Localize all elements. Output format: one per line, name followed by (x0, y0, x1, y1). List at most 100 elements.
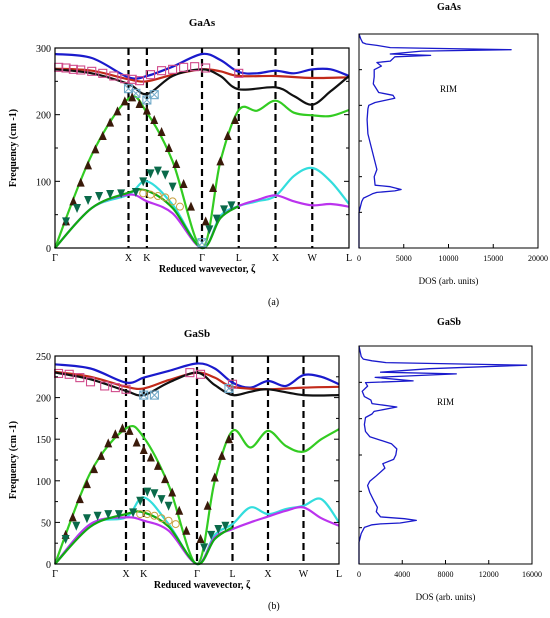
data-point-square-0-3 (85, 377, 96, 387)
dispersion-branch-3 (53, 424, 340, 566)
data-point-triangle-down-3-6 (131, 188, 140, 197)
y-tick-label: 50 (41, 518, 51, 529)
data-point-circle-4-4 (168, 197, 177, 206)
data-point-square-0-13 (179, 62, 189, 72)
data-point-triangle-down-3-6 (129, 508, 138, 518)
data-point-triangle-down-3-0 (61, 535, 70, 545)
data-point-triangle-down-3-8 (146, 169, 155, 179)
data-point-triangle-down-3-0 (62, 217, 71, 227)
x-tick-label: X (264, 569, 272, 580)
x-tick-label: L (229, 569, 235, 580)
data-point-triangle-down-3-14 (214, 525, 223, 535)
data-point-crossbox-1-0 (139, 390, 149, 400)
data-point-triangle-up-2-12 (150, 115, 159, 124)
x-tick-label: X (122, 569, 130, 580)
data-point-square-0-1 (61, 63, 71, 73)
data-point-triangle-down-3-11 (168, 182, 177, 192)
data-point-crossbox-x-1-1 (150, 390, 159, 400)
dispersion-branch-6 (54, 510, 234, 566)
data-point-triangle-down-3-9 (150, 489, 159, 499)
data-point-triangle-down-3-13 (207, 530, 216, 540)
data-point-triangle-down-3-4 (104, 510, 113, 520)
data-point-circle-4-2 (150, 511, 159, 520)
x-tick-label: 12000 (479, 570, 499, 579)
data-point-triangle-up-2-22 (231, 115, 240, 124)
data-point-square-0-1 (64, 369, 74, 379)
data-point-triangle-up-2-14 (161, 474, 170, 484)
data-point-triangle-down-3-15 (227, 201, 236, 211)
x-axis-label: DOS (arb. units) (419, 276, 479, 286)
data-point-triangle-up-2-2 (75, 494, 84, 504)
data-point-triangle-up-2-3 (82, 479, 91, 489)
data-point-triangle-up-2-6 (106, 117, 115, 127)
x-tick-label: 8000 (438, 570, 454, 579)
data-point-triangle-down-3-1 (72, 521, 81, 531)
dispersion-branch-0 (54, 362, 340, 389)
data-point-circle-4-3 (161, 193, 170, 202)
data-point-square-0-14 (190, 62, 200, 72)
y-tick-label: 300 (36, 44, 51, 55)
data-point-triangle-up-2-4 (90, 464, 99, 474)
chart-panel-3: GaSb 0 4000 8000 12000 16000 DOS (arb. units) R… (357, 317, 542, 602)
x-tick-label: Γ (199, 253, 205, 264)
y-axis-label: Frequency (cm -1) (8, 109, 19, 187)
rim-annotation: RIM (440, 84, 457, 94)
data-point-square-0-5 (98, 68, 108, 78)
data-point-triangle-down-3-12 (200, 543, 209, 553)
data-point-triangle-up-2-12 (146, 452, 155, 462)
data-point-square-0-8 (127, 74, 137, 84)
y-tick-label: 150 (36, 435, 51, 446)
x-tick-label: X (125, 253, 133, 264)
data-point-triangle-up-2-19 (203, 500, 212, 510)
data-point-square-0-11 (157, 66, 167, 76)
data-point-square-0-16 (234, 68, 244, 78)
data-point-triangle-up-2-3 (84, 160, 93, 170)
data-point-triangle-up-2-9 (125, 425, 134, 435)
data-point-crossbox-1-1 (149, 390, 159, 400)
data-point-triangle-up-2-11 (139, 445, 148, 455)
x-tick-label: L (346, 253, 352, 264)
data-point-triangle-down-3-5 (114, 510, 123, 520)
dispersion-branch-4 (54, 166, 350, 250)
data-point-triangle-up-2-20 (210, 472, 219, 482)
data-point-crossbox-1-0 (123, 84, 134, 94)
data-point-triangle-down-3-10 (161, 170, 170, 180)
chart-title: GaAs (189, 17, 216, 29)
data-point-crossbox-1-2 (224, 383, 234, 393)
x-tick-label: W (299, 569, 309, 580)
x-tick-label: X (272, 253, 280, 264)
x-tick-label: 15000 (483, 254, 503, 263)
dispersion-branch-2 (54, 68, 350, 106)
x-axis-label: Reduced wavevector, ζ (159, 264, 256, 275)
caption-b: (b) (268, 601, 280, 612)
data-point-triangle-up-2-17 (182, 525, 191, 535)
data-point-crossbox-x-1-3 (149, 90, 159, 100)
data-point-triangle-up-2-13 (157, 127, 166, 136)
data-point-crossbox-x-1-2 (142, 95, 152, 105)
data-point-square-0-6 (121, 384, 131, 394)
y-tick-label: 100 (36, 477, 51, 488)
x-tick-label: 16000 (522, 570, 542, 579)
data-point-triangle-up-2-11 (142, 105, 151, 115)
data-point-square-0-7 (120, 74, 130, 84)
data-point-circle-4-1 (146, 190, 155, 199)
data-point-square-0-12 (168, 64, 178, 74)
x-tick-label: K (143, 253, 151, 264)
data-point-square-0-4 (87, 66, 97, 76)
data-point-triangle-up-2-21 (217, 450, 226, 460)
data-point-triangle-down-3-10 (157, 495, 166, 505)
dispersion-branch-6 (54, 188, 240, 250)
data-point-triangle-up-2-10 (132, 437, 141, 447)
data-point-square-0-3 (76, 65, 86, 75)
data-point-triangle-up-2-20 (216, 156, 225, 166)
data-point-triangle-up-2-10 (135, 99, 144, 108)
data-point-triangle-down-3-7 (139, 177, 148, 187)
data-point-triangle-up-2-18 (201, 216, 210, 226)
y-tick-label: 0 (46, 244, 51, 255)
chart-title: GaAs (437, 2, 461, 13)
data-point-triangle-down-3-11 (164, 501, 173, 511)
data-point-triangle-up-2-1 (68, 512, 77, 522)
data-point-triangle-down-3-2 (82, 514, 91, 524)
data-point-triangle-down-3-2 (84, 196, 93, 205)
